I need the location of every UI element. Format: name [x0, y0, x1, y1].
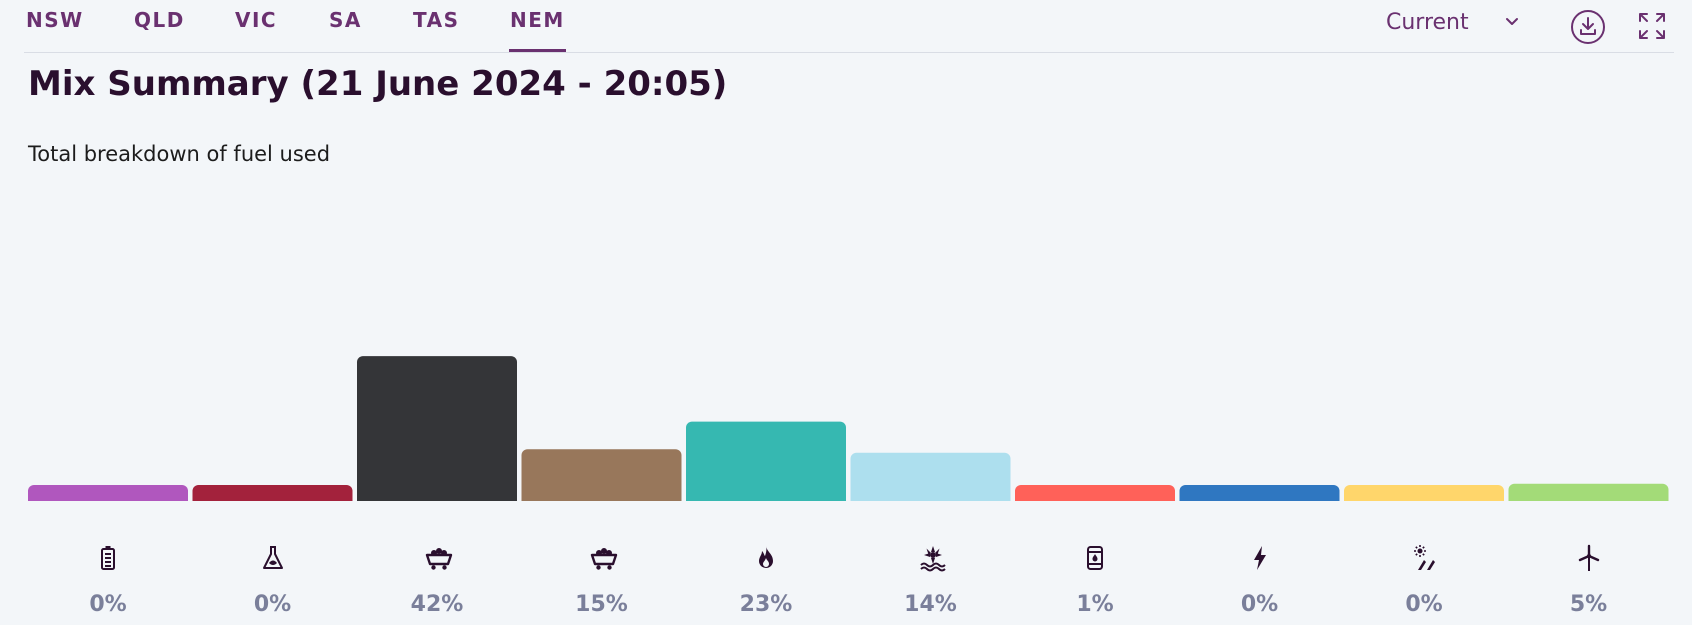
- chevron-down-icon: [1506, 18, 1518, 25]
- top-navigation: NSW QLD VIC SA TAS NEM Current: [0, 0, 1692, 53]
- tab-sa[interactable]: SA: [329, 8, 362, 32]
- solar-icon: [1412, 544, 1436, 572]
- percent-label-other: 0%: [1240, 592, 1279, 617]
- coal-cart-icon: [425, 544, 453, 572]
- bar-hydro[interactable]: [850, 452, 1011, 507]
- percent-label-black-coal: 42%: [410, 592, 464, 617]
- tab-tas[interactable]: TAS: [413, 8, 460, 32]
- period-dropdown[interactable]: Current: [1386, 10, 1526, 38]
- fullscreen-icon[interactable]: [1636, 10, 1668, 42]
- page-title: Mix Summary (21 June 2024 - 20:05): [28, 64, 728, 104]
- flame-icon: [754, 544, 778, 572]
- percent-label-biomass: 0%: [253, 592, 292, 617]
- percent-label-liquid-fuel: 1%: [1076, 592, 1114, 617]
- wind-turbine-icon: [1577, 544, 1601, 572]
- tab-vic[interactable]: VIC: [235, 8, 278, 32]
- flask-icon: [261, 544, 285, 572]
- hydro-icon: [919, 544, 946, 572]
- chart-baseline-mask: [0, 501, 1692, 625]
- fuel-mix-chart: [0, 356, 1692, 625]
- bar-gas[interactable]: [686, 421, 846, 507]
- bar-brown-coal[interactable]: [521, 449, 682, 507]
- percent-label-hydro: 14%: [904, 592, 957, 617]
- fuel-barrel-icon: [1083, 544, 1107, 572]
- coal-cart-icon: [590, 544, 617, 572]
- bar-black-coal[interactable]: [357, 356, 517, 507]
- download-icon[interactable]: [1570, 9, 1606, 45]
- nav-divider: [24, 52, 1674, 53]
- percent-label-gas: 23%: [739, 592, 793, 617]
- lightning-icon: [1248, 544, 1272, 572]
- tab-qld[interactable]: QLD: [134, 8, 185, 32]
- percent-label-solar: 0%: [1405, 592, 1443, 617]
- tab-nsw[interactable]: NSW: [26, 8, 84, 32]
- period-dropdown-value: Current: [1386, 10, 1469, 35]
- tab-nem[interactable]: NEM: [509, 8, 566, 52]
- percent-label-wind: 5%: [1569, 592, 1608, 617]
- percent-label-battery: 0%: [89, 592, 127, 617]
- percent-label-brown-coal: 15%: [575, 592, 628, 617]
- page-subtitle: Total breakdown of fuel used: [28, 142, 331, 166]
- battery-icon: [96, 544, 120, 572]
